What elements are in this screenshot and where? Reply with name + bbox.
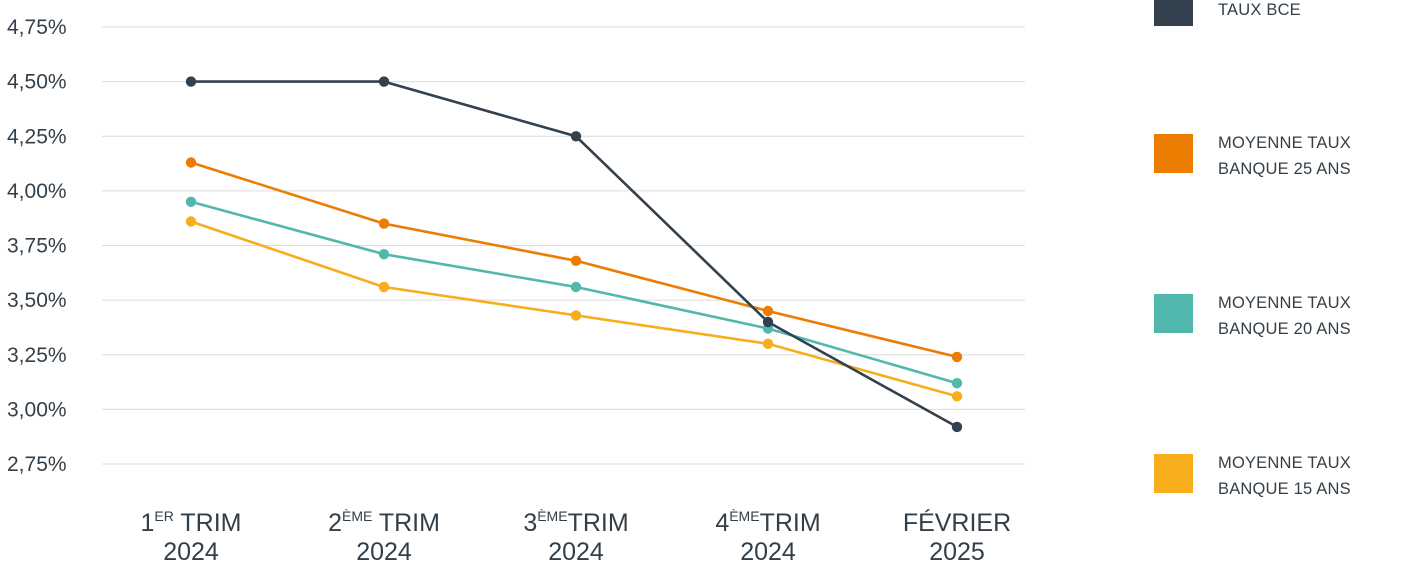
- y-tick-label: 4,50%: [7, 71, 67, 94]
- x-tick-label: FÉVRIER: [903, 508, 1011, 537]
- data-point: [185, 216, 197, 227]
- legend-label-taux-bce: TAUX BCE: [1218, 1, 1301, 19]
- legend-label-banque-15-ans: MOYENNE TAUX BANQUE 15 ANS: [1218, 454, 1351, 498]
- y-tick-label: 3,75%: [7, 235, 67, 258]
- series-line: [190, 200, 958, 385]
- data-point: [762, 305, 774, 317]
- data-point: [378, 281, 390, 293]
- y-tick-label: 4,00%: [7, 180, 67, 203]
- legend-swatch-banque-25-ans: [1154, 134, 1193, 173]
- y-axis-ticks: 4,75% 4,50% 4,25% 4,00% 3,75% 3,50% 3,25% 3,00%…: [7, 16, 67, 476]
- data-point: [185, 196, 197, 207]
- x-tick-label: 1ER TRIM: [141, 508, 242, 537]
- y-tick-label: 4,25%: [7, 125, 67, 148]
- data-point: [570, 310, 582, 321]
- x-tick-year: 2024: [163, 538, 219, 562]
- x-tick-label: 4ÈMETRIM: [715, 508, 820, 537]
- data-point: [762, 316, 774, 328]
- x-tick-label: 3ÈMETRIM: [523, 508, 628, 537]
- legend-swatch-banque-15-ans: [1154, 454, 1193, 493]
- legend-label-banque-20-ans: MOYENNE TAUX BANQUE 20 ANS: [1218, 294, 1351, 338]
- y-tick-label: 3,50%: [7, 289, 67, 312]
- grid-lines: [102, 26, 1025, 465]
- x-tick-year: 2024: [356, 538, 412, 562]
- data-point: [570, 131, 582, 142]
- data-point: [951, 391, 963, 402]
- legend-label-banque-25-ans: MOYENNE TAUX BANQUE 25 ANS: [1218, 134, 1351, 178]
- data-point: [762, 338, 774, 349]
- data-point: [378, 249, 390, 260]
- legend-item-banque-20-ans: MOYENNE TAUX BANQUE 20 ANS: [1154, 294, 1403, 354]
- data-point: [185, 157, 197, 168]
- data-point: [951, 421, 963, 433]
- series-points: [185, 76, 963, 433]
- legend-item-banque-25-ans: MOYENNE TAUX BANQUE 25 ANS: [1154, 134, 1403, 194]
- data-point: [185, 76, 197, 87]
- y-tick-label: 2,75%: [7, 453, 67, 476]
- series-line: [190, 220, 958, 398]
- data-point: [570, 281, 582, 293]
- data-point: [951, 378, 963, 389]
- data-point: [378, 76, 390, 87]
- x-tick-year: 2025: [929, 538, 985, 562]
- x-tick-label: 2ÈME TRIM: [328, 508, 440, 537]
- x-tick-year: 2024: [740, 538, 796, 562]
- data-point: [951, 351, 963, 363]
- y-tick-label: 3,00%: [7, 398, 67, 421]
- legend-item-banque-15-ans: MOYENNE TAUX BANQUE 15 ANS: [1154, 454, 1403, 514]
- legend-swatch-banque-20-ans: [1154, 294, 1193, 333]
- x-tick-year: 2024: [548, 538, 604, 562]
- data-point: [378, 218, 390, 229]
- legend: TAUX BCE MOYENNE TAUX BANQUE 25 ANS MOYE…: [1154, 0, 1403, 562]
- y-tick-label: 3,25%: [7, 344, 67, 367]
- data-point: [570, 255, 582, 266]
- legend-swatch-taux-bce: [1154, 0, 1193, 26]
- y-tick-label: 4,75%: [7, 16, 67, 39]
- legend-item-taux-bce: TAUX BCE: [1154, 0, 1403, 47]
